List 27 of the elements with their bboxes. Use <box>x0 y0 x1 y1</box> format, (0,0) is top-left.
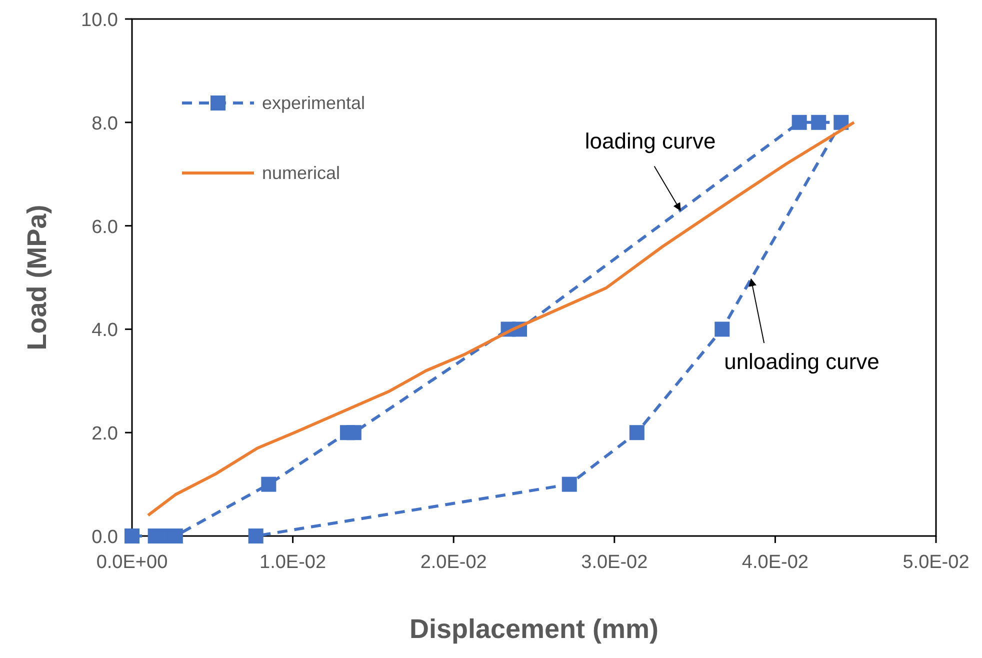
x-tick-label: 5.0E-02 <box>902 552 970 573</box>
x-tick-label: 4.0E-02 <box>742 552 808 573</box>
x-tick-label: 1.0E-02 <box>260 552 326 573</box>
point <box>346 425 362 440</box>
point <box>562 476 577 492</box>
point <box>261 476 276 492</box>
annotation: unloading curve <box>724 349 880 374</box>
y-axis-title: Load (MPa) <box>22 204 52 350</box>
legend-label: numerical <box>262 163 340 183</box>
x-tick-label: 3.0E-02 <box>581 552 648 573</box>
point <box>248 528 264 544</box>
x-tick-label: 2.0E-02 <box>420 552 487 573</box>
point <box>792 114 807 130</box>
point <box>124 528 140 544</box>
point <box>811 114 826 130</box>
y-tick-label: 4.0 <box>92 320 118 342</box>
annotation: loading curve <box>584 128 716 154</box>
y-tick-label: 8.0 <box>92 113 118 134</box>
y-tick-label: 0.0 <box>92 527 118 548</box>
point <box>629 425 644 440</box>
x-tick-label: 0.0E+00 <box>96 552 168 573</box>
y-tick-label: 6.0 <box>92 216 118 238</box>
y-tick-label: 10.0 <box>81 10 118 31</box>
legend-label: experimental <box>262 93 366 113</box>
x-axis-title: Displacement (mm) <box>409 614 659 644</box>
point <box>714 322 730 337</box>
y-tick-label: 2.0 <box>92 424 118 445</box>
